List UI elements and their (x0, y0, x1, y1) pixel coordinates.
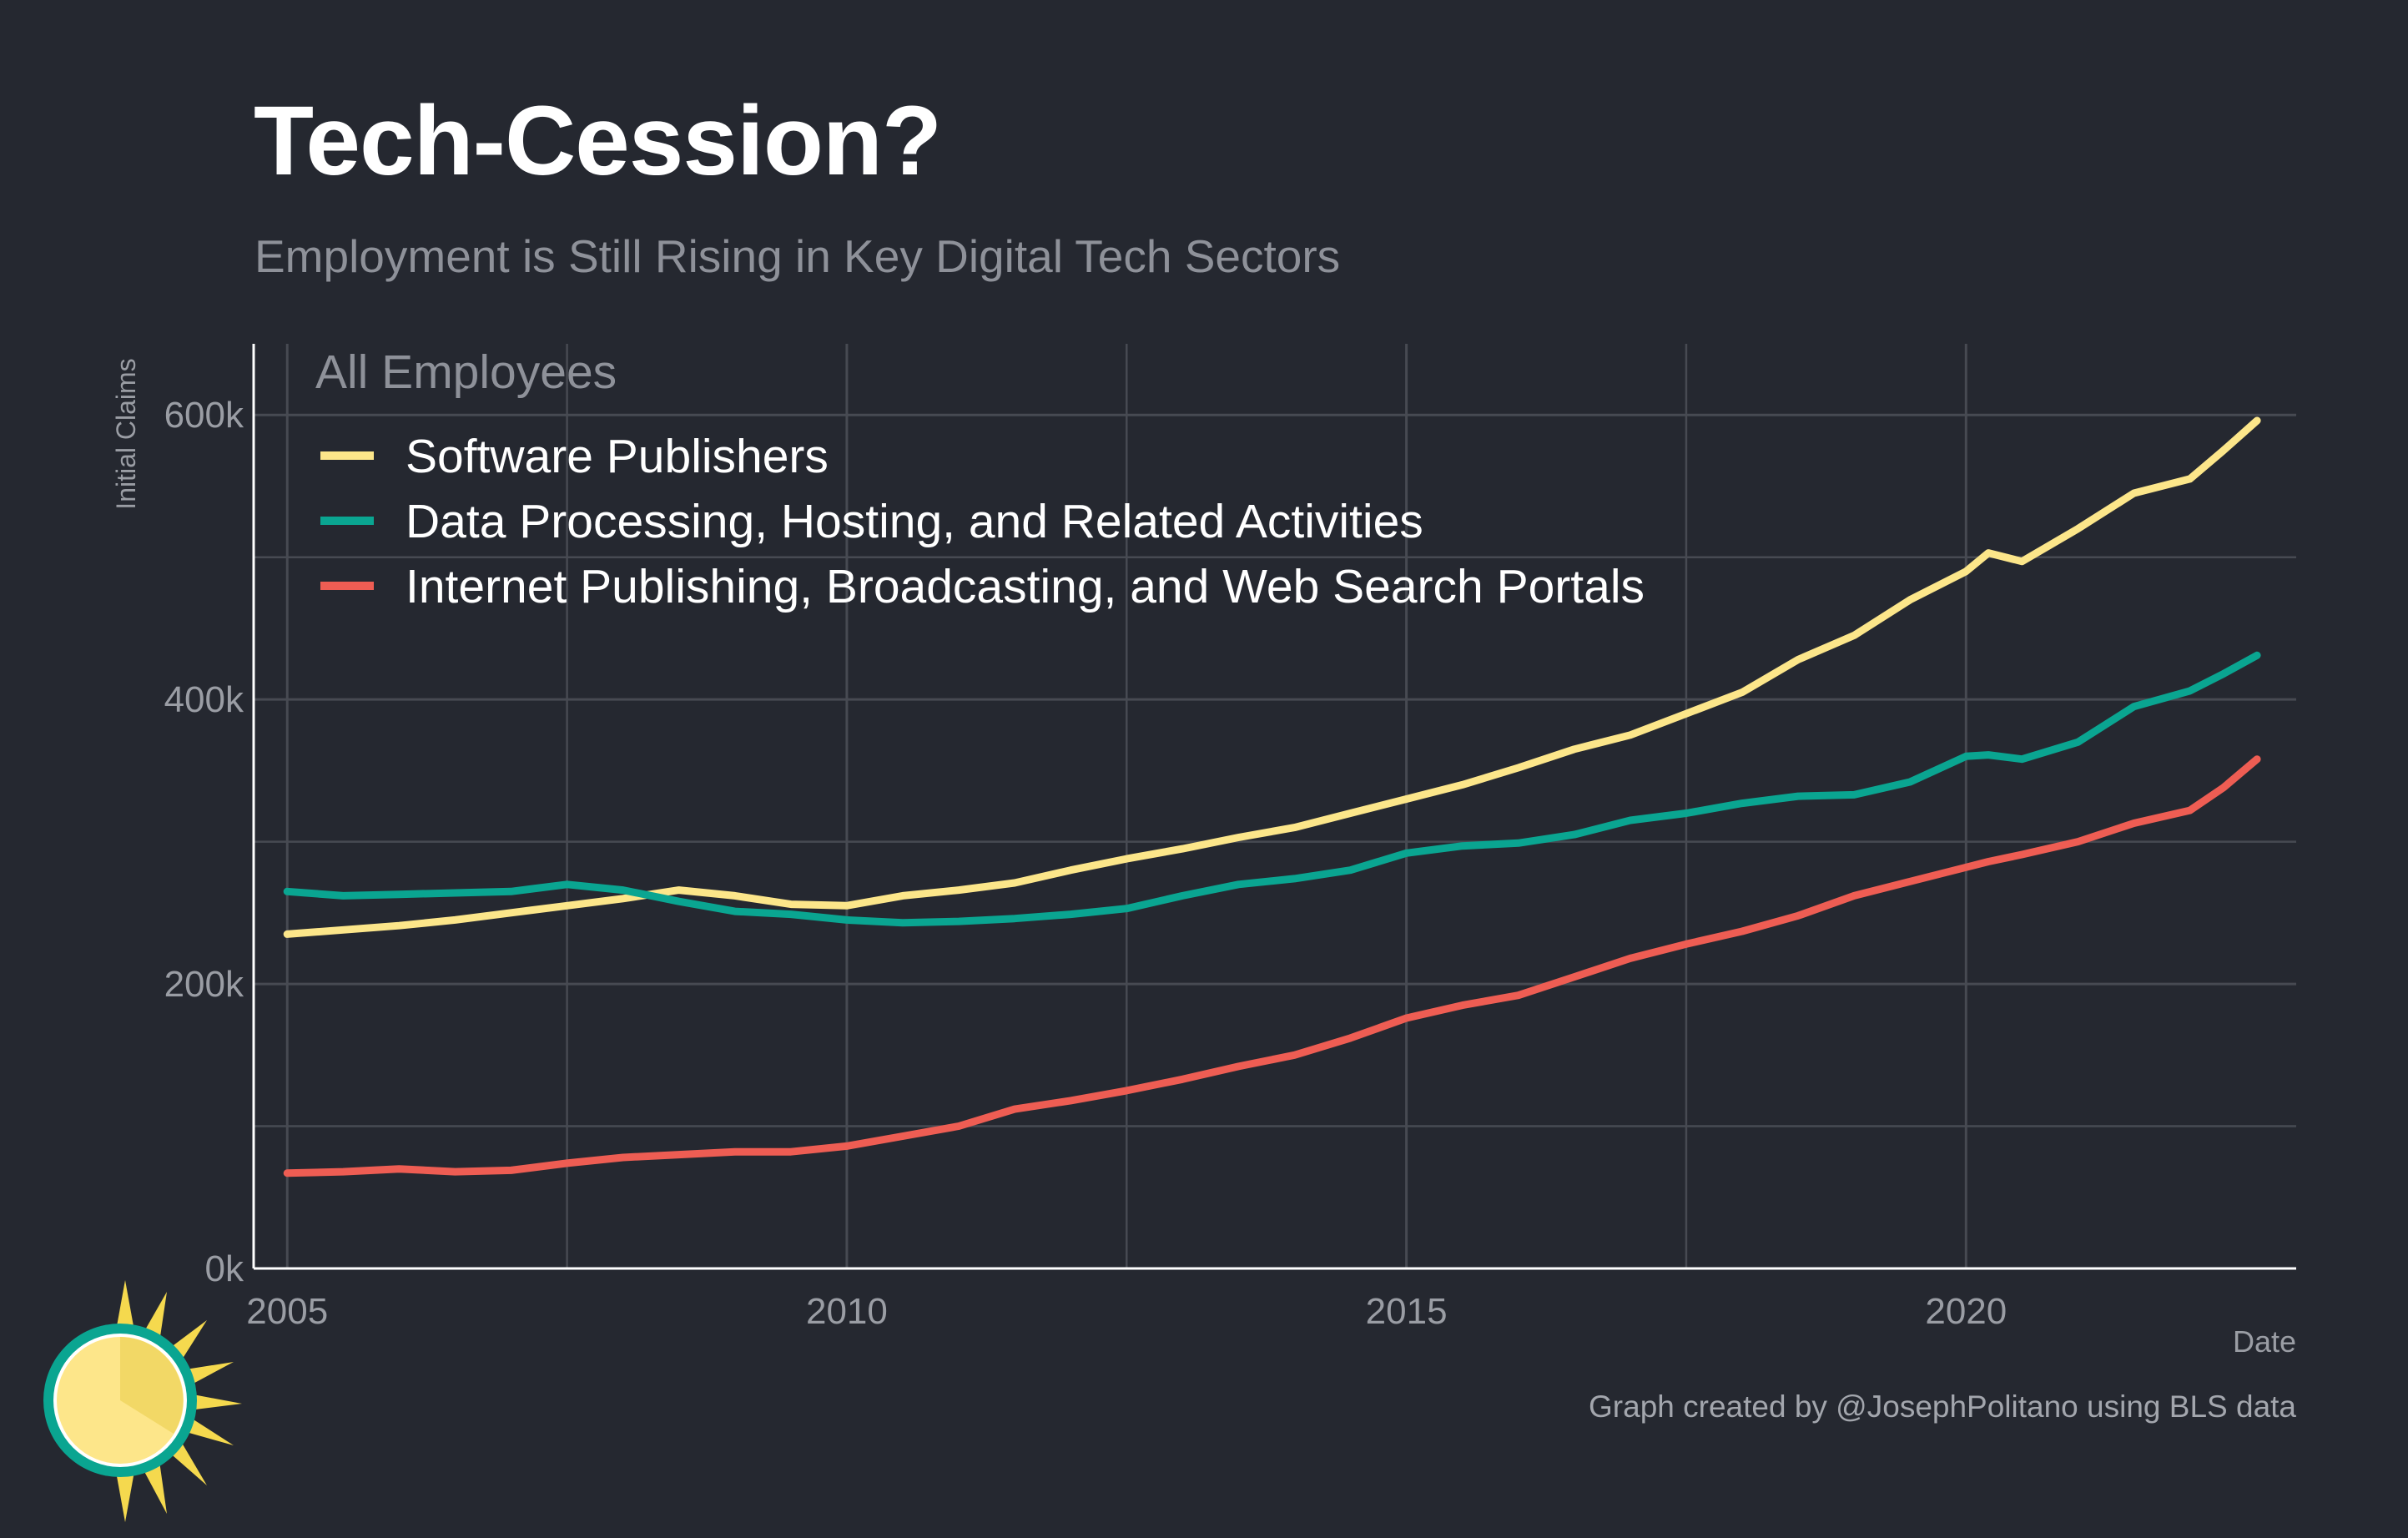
legend-label-3: Internet Publishing, Broadcasting, and W… (406, 560, 1645, 613)
x-tick-label: 2020 (1925, 1291, 2007, 1332)
y-tick-label: 200k (164, 964, 244, 1005)
series-lines (283, 416, 2261, 1177)
x-tick-label: 2005 (246, 1291, 328, 1332)
y-tick-label: 600k (164, 395, 244, 436)
chart-title: Tech-Cession? (254, 86, 942, 196)
legend: All Employees Software Publishers Data Pro… (315, 345, 1645, 613)
sun-logo-icon (43, 1280, 242, 1522)
x-tick-label: 2015 (1366, 1291, 1448, 1332)
legend-label-1: Software Publishers (406, 430, 829, 483)
series-line-2 (283, 651, 2261, 927)
legend-title: All Employees (315, 345, 617, 399)
chart-subtitle: Employment is Still Rising in Key Digita… (254, 230, 1341, 282)
x-axis-title: Date (2233, 1324, 2296, 1359)
y-tick-label: 400k (164, 679, 244, 720)
y-axis-title: Initial Claims (111, 358, 141, 509)
legend-label-2: Data Processing, Hosting, and Related Ac… (406, 495, 1423, 548)
x-tick-label: 2010 (806, 1291, 888, 1332)
axes: 0k 200k 400k 600k 2005 2010 2015 2020 Date Initia… (111, 344, 2296, 1359)
series-line-3 (283, 755, 2261, 1177)
source-caption: Graph created by @JosephPolitano using B… (1589, 1389, 2296, 1424)
series-line-1 (283, 416, 2261, 938)
y-tick-label: 0k (205, 1248, 244, 1289)
